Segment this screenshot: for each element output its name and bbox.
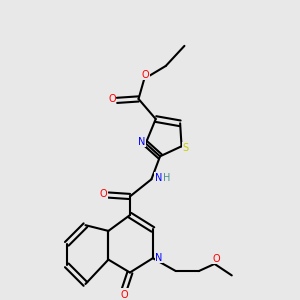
Text: N: N	[155, 253, 163, 262]
Text: O: O	[212, 254, 220, 264]
Text: O: O	[99, 189, 107, 199]
Text: H: H	[164, 173, 171, 183]
Text: O: O	[120, 290, 128, 300]
Text: O: O	[142, 70, 149, 80]
Text: N: N	[138, 137, 145, 147]
Text: S: S	[183, 143, 189, 153]
Text: N: N	[155, 173, 162, 183]
Text: O: O	[108, 94, 116, 104]
